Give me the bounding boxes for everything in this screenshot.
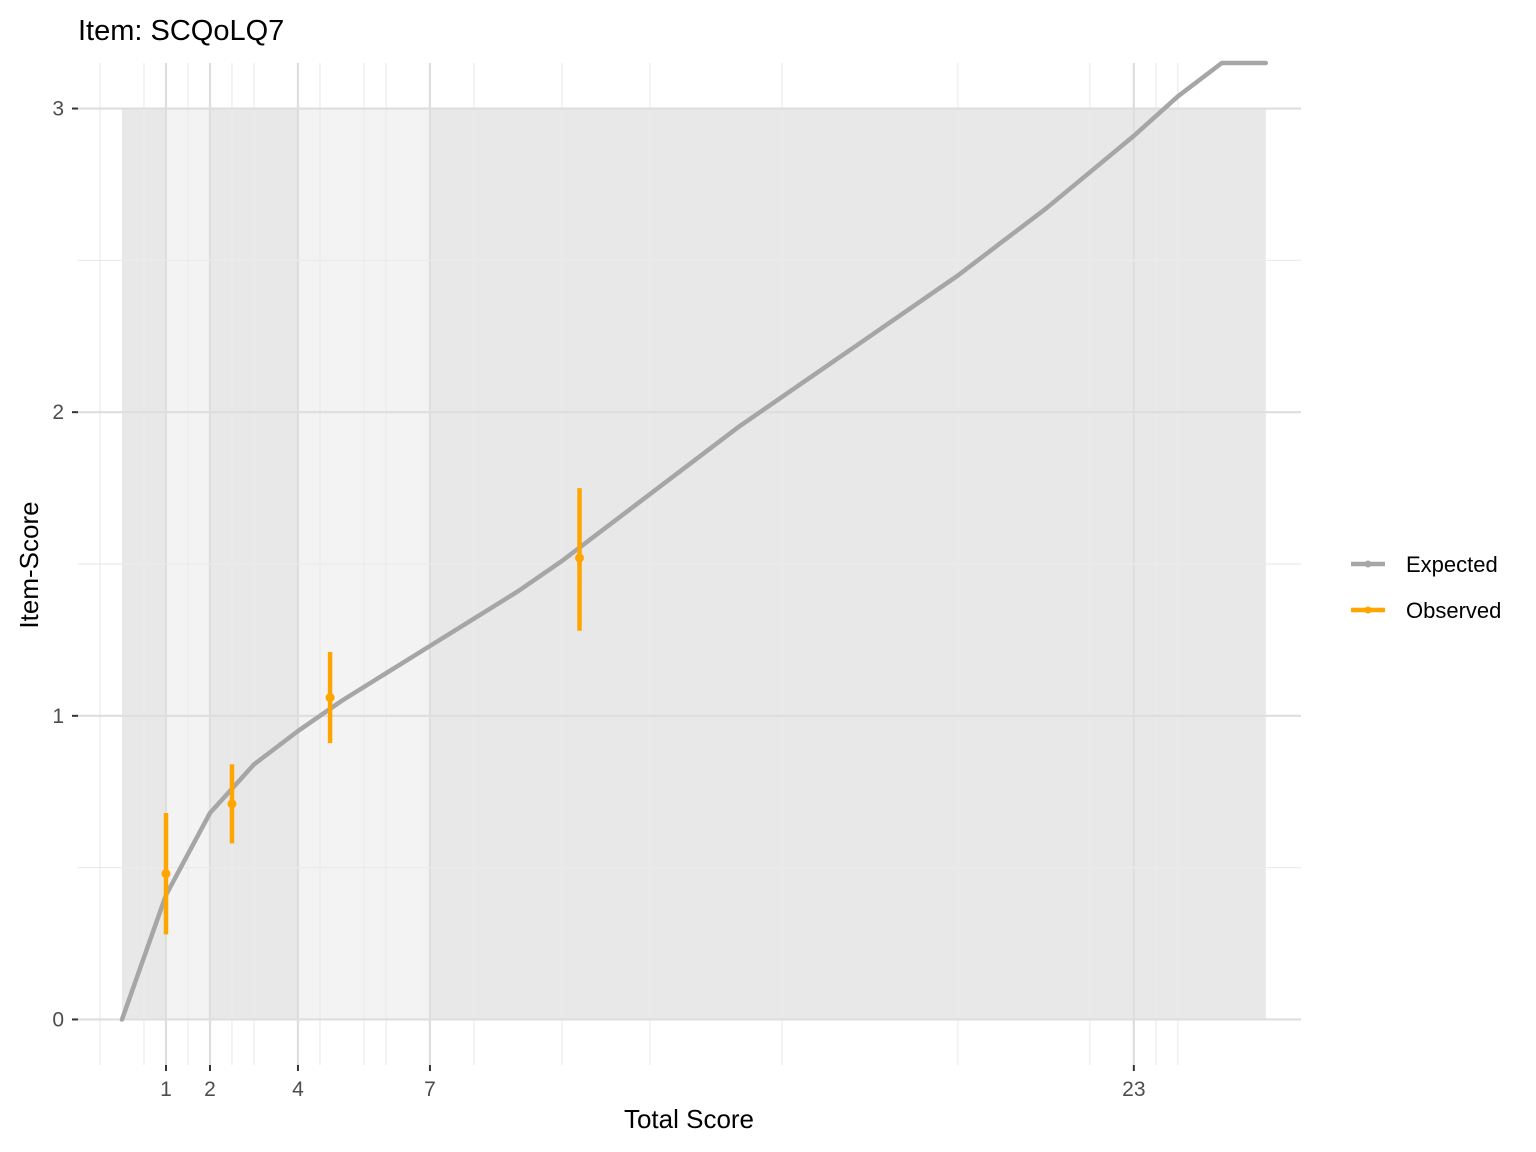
observed-point-0: [161, 869, 171, 879]
gridlines: [78, 63, 1301, 1065]
legend-item-expected: Expected: [1351, 552, 1498, 577]
legend-label-observed: Observed: [1406, 598, 1501, 623]
y-tick-label-0: 0: [52, 1008, 64, 1031]
series-layer: [119, 60, 1269, 1022]
y-axis-title: Item-Score: [14, 501, 44, 628]
expected-line: [119, 60, 1269, 1022]
legend: Expected Observed: [1351, 552, 1501, 623]
chart-title: Item: SCQoLQ7: [78, 15, 284, 47]
y-tick-label-3: 3: [52, 98, 64, 121]
x-tick-label-1: 2: [204, 1078, 216, 1101]
y-tick-label-2: 2: [52, 401, 64, 424]
legend-key-dot-expected: [1364, 560, 1372, 568]
legend-label-expected: Expected: [1406, 552, 1498, 577]
x-tick-label-3: 7: [424, 1078, 436, 1101]
observed-point-1: [227, 799, 237, 809]
x-axis-title: Total Score: [624, 1104, 754, 1134]
observed-point-3: [575, 553, 585, 563]
x-tick-label-0: 1: [160, 1078, 172, 1101]
legend-key-dot-observed: [1364, 606, 1372, 614]
x-tick-label-4: 23: [1122, 1078, 1145, 1101]
x-tick-label-2: 4: [292, 1078, 304, 1101]
observed-point-2: [325, 693, 335, 703]
y-tick-label-1: 1: [52, 705, 64, 728]
legend-item-observed: Observed: [1351, 598, 1501, 623]
